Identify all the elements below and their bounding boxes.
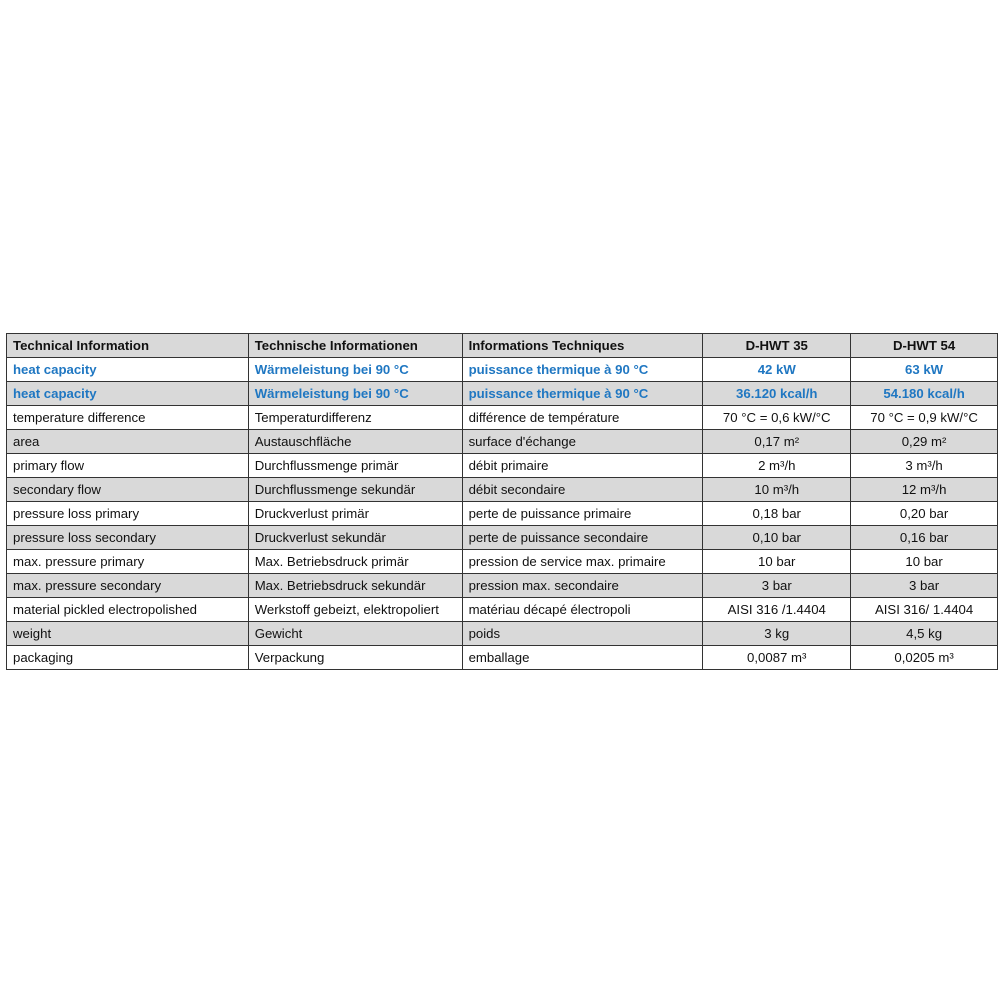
table-cell: 0,17 m² [702,429,852,454]
table-cell: Austauschfläche [247,429,463,454]
table-cell: Gewicht [247,621,463,646]
table-cell: Technical Information [6,333,249,358]
table-cell: Max. Betriebsdruck primär [247,549,463,574]
table-cell: 10 m³/h [702,477,852,502]
table-cell: D-HWT 35 [702,333,852,358]
table-cell: pression max. secondaire [461,573,704,598]
table-cell: secondary flow [6,477,249,502]
table-cell: area [6,429,249,454]
table-cell: 54.180 kcal/h [850,381,998,406]
table-cell: Druckverlust primär [247,501,463,526]
table-cell: 0,0205 m³ [850,645,998,670]
table-row: heat capacity Wärmeleistung bei 90 °C puis… [6,381,998,406]
table-cell: 70 °C = 0,9 kW/°C [850,405,998,430]
table-cell: Durchflussmenge primär [247,453,463,478]
table-row: area Austauschfläche surface d'échange 0,17… [6,429,998,454]
table-cell: heat capacity [6,381,249,406]
table-cell: Temperaturdifferenz [247,405,463,430]
technical-data-table: Technical Information Technische Informat… [6,333,998,670]
table-cell: 4,5 kg [850,621,998,646]
table-cell: D-HWT 54 [850,333,998,358]
table-cell: Werkstoff gebeizt, elektropoliert [247,597,463,622]
table-row: temperature difference Temperaturdifferen… [6,405,998,430]
table-cell: 0,29 m² [850,429,998,454]
table-row: weight Gewicht poids 3 kg 4,5 kg [6,621,998,646]
table-cell: heat capacity [6,357,249,382]
table-cell: weight [6,621,249,646]
table-cell: max. pressure primary [6,549,249,574]
table-cell: 3 bar [850,573,998,598]
table-cell: Max. Betriebsdruck sekundär [247,573,463,598]
table-cell: débit primaire [461,453,704,478]
table-row: max. pressure primary Max. Betriebsdruck … [6,549,998,574]
table-cell: 0,16 bar [850,525,998,550]
table-cell: Informations Techniques [461,333,704,358]
table-cell: 2 m³/h [702,453,852,478]
table-row: secondary flow Durchflussmenge sekundär dé… [6,477,998,502]
table-cell: 12 m³/h [850,477,998,502]
table-cell: temperature difference [6,405,249,430]
table-row: material pickled electropolished Werkstof… [6,597,998,622]
table-cell: 3 kg [702,621,852,646]
table-row: primary flow Durchflussmenge primär débit … [6,453,998,478]
table-cell: différence de température [461,405,704,430]
table-cell: débit secondaire [461,477,704,502]
table-row: pressure loss secondary Druckverlust seku… [6,525,998,550]
table-cell: 3 bar [702,573,852,598]
table-cell: 70 °C = 0,6 kW/°C [702,405,852,430]
table-cell: packaging [6,645,249,670]
table-cell: Wärmeleistung bei 90 °C [247,357,463,382]
table-cell: perte de puissance secondaire [461,525,704,550]
table-cell: AISI 316 /1.4404 [702,597,852,622]
table-cell: primary flow [6,453,249,478]
table-cell: material pickled electropolished [6,597,249,622]
table-cell: max. pressure secondary [6,573,249,598]
table-cell: 42 kW [702,357,852,382]
table-cell: matériau décapé électropoli [461,597,704,622]
table-cell: AISI 316/ 1.4404 [850,597,998,622]
table-cell: Verpackung [247,645,463,670]
table-cell: 36.120 kcal/h [702,381,852,406]
table-cell: puissance thermique à 90 °C [461,357,704,382]
table-row: packaging Verpackung emballage 0,0087 m³ 0,0… [6,645,998,670]
table-cell: 63 kW [850,357,998,382]
table-row: pressure loss primary Druckverlust primär… [6,501,998,526]
table-cell: 10 bar [702,549,852,574]
table-cell: Wärmeleistung bei 90 °C [247,381,463,406]
table-cell: 3 m³/h [850,453,998,478]
table-cell: puissance thermique à 90 °C [461,381,704,406]
table-cell: 10 bar [850,549,998,574]
table-row: max. pressure secondary Max. Betriebsdruc… [6,573,998,598]
table-cell: perte de puissance primaire [461,501,704,526]
table-cell: poids [461,621,704,646]
table-cell: 0,18 bar [702,501,852,526]
table-row: heat capacity Wärmeleistung bei 90 °C puis… [6,357,998,382]
table-cell: 0,20 bar [850,501,998,526]
table-cell: pressure loss primary [6,501,249,526]
table-cell: emballage [461,645,704,670]
table-cell: pression de service max. primaire [461,549,704,574]
table-cell: pressure loss secondary [6,525,249,550]
table-cell: Technische Informationen [247,333,463,358]
table-cell: Durchflussmenge sekundär [247,477,463,502]
table-cell: Druckverlust sekundär [247,525,463,550]
table-cell: surface d'échange [461,429,704,454]
table-header-row: Technical Information Technische Informat… [6,333,998,358]
table-cell: 0,10 bar [702,525,852,550]
table-cell: 0,0087 m³ [702,645,852,670]
